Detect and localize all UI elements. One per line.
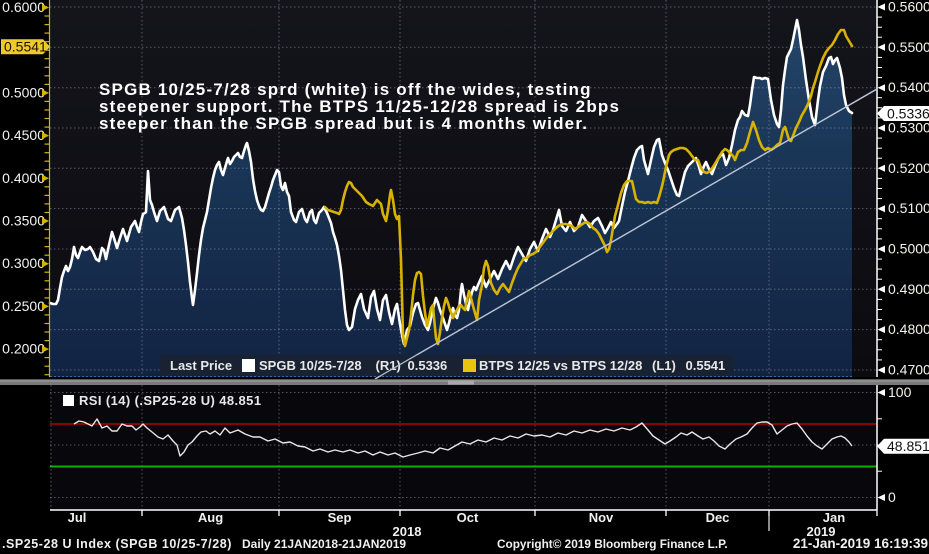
svg-text:0.5541: 0.5541 [686, 358, 726, 373]
svg-text:.SP25-28 U Index (SPGB 10/25-7: .SP25-28 U Index (SPGB 10/25-7/28) [2, 537, 232, 551]
svg-text:0.4000: 0.4000 [2, 170, 45, 186]
svg-text:0.5336: 0.5336 [408, 358, 448, 373]
svg-text:Dec: Dec [706, 510, 730, 525]
svg-text:Aug: Aug [198, 510, 223, 525]
svg-text:0.5336: 0.5336 [887, 106, 929, 122]
svg-text:0.3500: 0.3500 [2, 213, 45, 229]
svg-text:0.5400: 0.5400 [888, 79, 929, 95]
svg-text:(L1): (L1) [652, 358, 676, 373]
svg-text:Sep: Sep [328, 510, 352, 525]
svg-text:0.5500: 0.5500 [888, 39, 929, 55]
svg-text:RSI (14) (.SP25-28 U) 48.851: RSI (14) (.SP25-28 U) 48.851 [79, 393, 261, 408]
svg-text:0.5600: 0.5600 [888, 0, 929, 15]
svg-text:steepener support. The BTPS 11: steepener support. The BTPS 11/25-12/28 … [99, 97, 620, 116]
svg-text:Jan: Jan [823, 510, 845, 525]
svg-text:steeper than the SPGB spread b: steeper than the SPGB spread but is 4 mo… [99, 114, 588, 133]
svg-text:Nov: Nov [589, 510, 614, 525]
svg-text:0.2500: 0.2500 [2, 298, 45, 314]
svg-text:BTPS 12/25 vs BTPS 12/28: BTPS 12/25 vs BTPS 12/28 [479, 358, 642, 373]
svg-text:0.4500: 0.4500 [2, 127, 45, 143]
svg-text:0.3000: 0.3000 [2, 255, 45, 271]
svg-text:0.6000: 0.6000 [2, 0, 45, 15]
svg-text:0.5000: 0.5000 [2, 84, 45, 100]
svg-text:0.5100: 0.5100 [888, 200, 929, 216]
svg-text:0.4700: 0.4700 [888, 362, 929, 378]
svg-text:21-Jan-2019 16:19:39: 21-Jan-2019 16:19:39 [793, 536, 928, 551]
svg-text:Oct: Oct [457, 510, 479, 525]
svg-text:Jul: Jul [68, 510, 87, 525]
svg-text:SPGB 10/25-7/28: SPGB 10/25-7/28 [259, 358, 362, 373]
svg-text:Daily 21JAN2018-21JAN2019: Daily 21JAN2018-21JAN2019 [242, 537, 406, 551]
svg-text:0.5541: 0.5541 [4, 39, 47, 55]
svg-text:0.4900: 0.4900 [888, 281, 929, 297]
svg-text:48.851: 48.851 [887, 438, 929, 454]
svg-text:0: 0 [888, 489, 896, 505]
svg-text:0.5200: 0.5200 [888, 160, 929, 176]
svg-text:100: 100 [888, 384, 912, 400]
svg-text:0.4800: 0.4800 [888, 321, 929, 337]
svg-text:Copyright© 2019 Bloomberg Fina: Copyright© 2019 Bloomberg Finance L.P. [497, 537, 728, 551]
svg-text:0.2000: 0.2000 [2, 341, 45, 357]
svg-text:Last Price: Last Price [170, 358, 232, 373]
svg-text:0.5000: 0.5000 [888, 241, 929, 257]
svg-text:0.5300: 0.5300 [888, 120, 929, 136]
svg-text:2019: 2019 [807, 524, 836, 539]
svg-text:SPGB 10/25-7/28 sprd (white) i: SPGB 10/25-7/28 sprd (white) is off the … [99, 80, 592, 99]
svg-text:(R1): (R1) [376, 358, 401, 373]
svg-text:2018: 2018 [393, 524, 422, 539]
